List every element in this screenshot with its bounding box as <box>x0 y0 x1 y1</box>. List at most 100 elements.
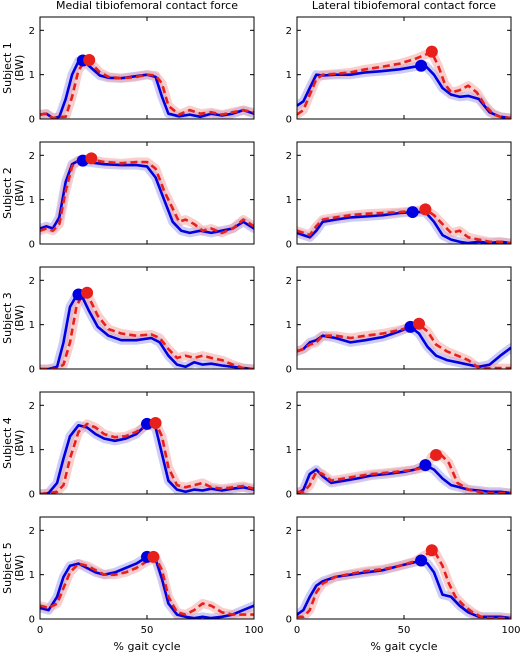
x-tick-label: 0 <box>37 625 43 636</box>
y-tick-label: 0 <box>286 615 292 626</box>
peak-marker-red <box>85 152 98 165</box>
y-tick-label: 2 <box>29 526 35 537</box>
plot-area <box>297 203 511 244</box>
series-line-red <box>40 59 254 119</box>
y-tick-label: 0 <box>29 490 35 501</box>
x-tick-label: 50 <box>398 625 411 636</box>
x-axis-label-lateral: % gait cycle <box>371 640 438 653</box>
peak-marker-blue <box>419 459 432 472</box>
y-tick-label: 0 <box>286 115 292 126</box>
y-tick-label: 1 <box>286 570 292 581</box>
panel-r4-c1: 0 1 2 0 50 100 <box>286 516 521 636</box>
y-tick-label: 0 <box>29 115 35 126</box>
series-band-red <box>297 320 511 369</box>
x-axis-label-medial: % gait cycle <box>114 640 181 653</box>
peak-marker-red <box>425 544 438 557</box>
plot-area <box>297 45 511 119</box>
y-tick-label: 0 <box>286 490 292 501</box>
panel-r4-c0: 0 1 2 0 50 100 Subject 5 (BW) <box>1 516 264 636</box>
y-tick-label: 2 <box>286 276 292 287</box>
y-tick-label: 0 <box>286 240 292 251</box>
y-tick-label: 1 <box>29 70 35 81</box>
panel-r2-c0: 0 1 2 Subject 3 (BW) <box>1 266 255 376</box>
y-tick-label: 2 <box>29 276 35 287</box>
series-band-red <box>297 204 511 244</box>
plot-area <box>40 417 254 494</box>
series-line-blue <box>40 159 254 235</box>
x-tick-label: 50 <box>141 625 154 636</box>
plot-area <box>40 550 254 619</box>
y-tick-label: 1 <box>29 570 35 581</box>
panel-r3-c0: 0 1 2 Subject 4 (BW) <box>1 391 255 501</box>
peak-marker-blue <box>415 59 428 72</box>
plot-area <box>40 54 254 119</box>
y-tick-label: 1 <box>286 445 292 456</box>
y-tick-label: 1 <box>286 320 292 331</box>
series-line-red <box>297 323 511 369</box>
panel-r0-c1: 0 1 2 <box>286 16 512 126</box>
series-line-red <box>40 157 254 235</box>
peak-marker-red <box>430 448 443 461</box>
plot-area <box>40 286 254 369</box>
panel-frame <box>296 141 512 245</box>
series-line-blue <box>40 59 254 119</box>
column-title-medial: Medial tibiofemoral contact force <box>56 0 238 12</box>
y-tick-label: 2 <box>29 26 35 37</box>
series-line-red <box>297 51 511 119</box>
row-label-unit: (BW) <box>13 305 26 332</box>
row-label-subject: Subject 3 <box>1 292 14 344</box>
y-tick-label: 0 <box>29 615 35 626</box>
row-label-unit: (BW) <box>13 430 26 457</box>
peak-marker-red <box>147 550 160 563</box>
series-band-red <box>297 48 511 119</box>
column-title-lateral: Lateral tibiofemoral contact force <box>312 0 496 12</box>
panel-r2-c1: 0 1 2 <box>286 266 512 376</box>
series-band-red <box>297 449 511 494</box>
x-tick-label: 100 <box>244 625 263 636</box>
row-label-unit: (BW) <box>13 555 26 582</box>
row-label-subject: Subject 2 <box>1 167 14 219</box>
row-label-subject: Subject 5 <box>1 542 14 594</box>
panel-r1-c0: 0 1 2 Subject 2 (BW) <box>1 141 255 251</box>
peak-marker-red <box>419 203 432 216</box>
panel-r0-c0: 0 1 2 Subject 1 (BW) <box>1 16 255 126</box>
y-tick-label: 1 <box>29 445 35 456</box>
series-line-red <box>40 292 254 369</box>
y-tick-label: 2 <box>286 151 292 162</box>
y-tick-label: 0 <box>29 365 35 376</box>
peak-marker-red <box>149 417 162 430</box>
peak-marker-blue <box>406 206 419 219</box>
row-label-unit: (BW) <box>13 180 26 207</box>
peak-marker-red <box>425 45 438 58</box>
y-tick-label: 1 <box>286 195 292 206</box>
y-tick-label: 2 <box>286 26 292 37</box>
peak-marker-blue <box>415 554 428 567</box>
plot-area <box>297 317 511 369</box>
panel-r3-c1: 0 1 2 <box>286 391 512 501</box>
y-tick-label: 1 <box>286 70 292 81</box>
series-line-blue <box>40 294 254 369</box>
plot-area <box>297 544 511 619</box>
y-tick-label: 1 <box>29 320 35 331</box>
y-tick-label: 0 <box>29 240 35 251</box>
plot-area <box>40 152 254 238</box>
row-label-subject: Subject 4 <box>1 417 14 469</box>
peak-marker-red <box>412 317 425 330</box>
peak-marker-red <box>81 286 94 299</box>
y-tick-label: 2 <box>286 401 292 412</box>
y-tick-label: 0 <box>286 365 292 376</box>
peak-marker-red <box>83 54 96 67</box>
series-band-red <box>297 545 511 619</box>
y-tick-label: 2 <box>286 526 292 537</box>
plot-area <box>297 448 511 494</box>
y-tick-label: 2 <box>29 151 35 162</box>
row-label-subject: Subject 1 <box>1 42 14 94</box>
y-tick-label: 1 <box>29 195 35 206</box>
x-tick-label: 0 <box>294 625 300 636</box>
row-label-unit: (BW) <box>13 55 26 82</box>
panel-r1-c1: 0 1 2 <box>286 141 512 251</box>
series-line-red <box>297 452 511 494</box>
panel-frame <box>296 266 512 370</box>
